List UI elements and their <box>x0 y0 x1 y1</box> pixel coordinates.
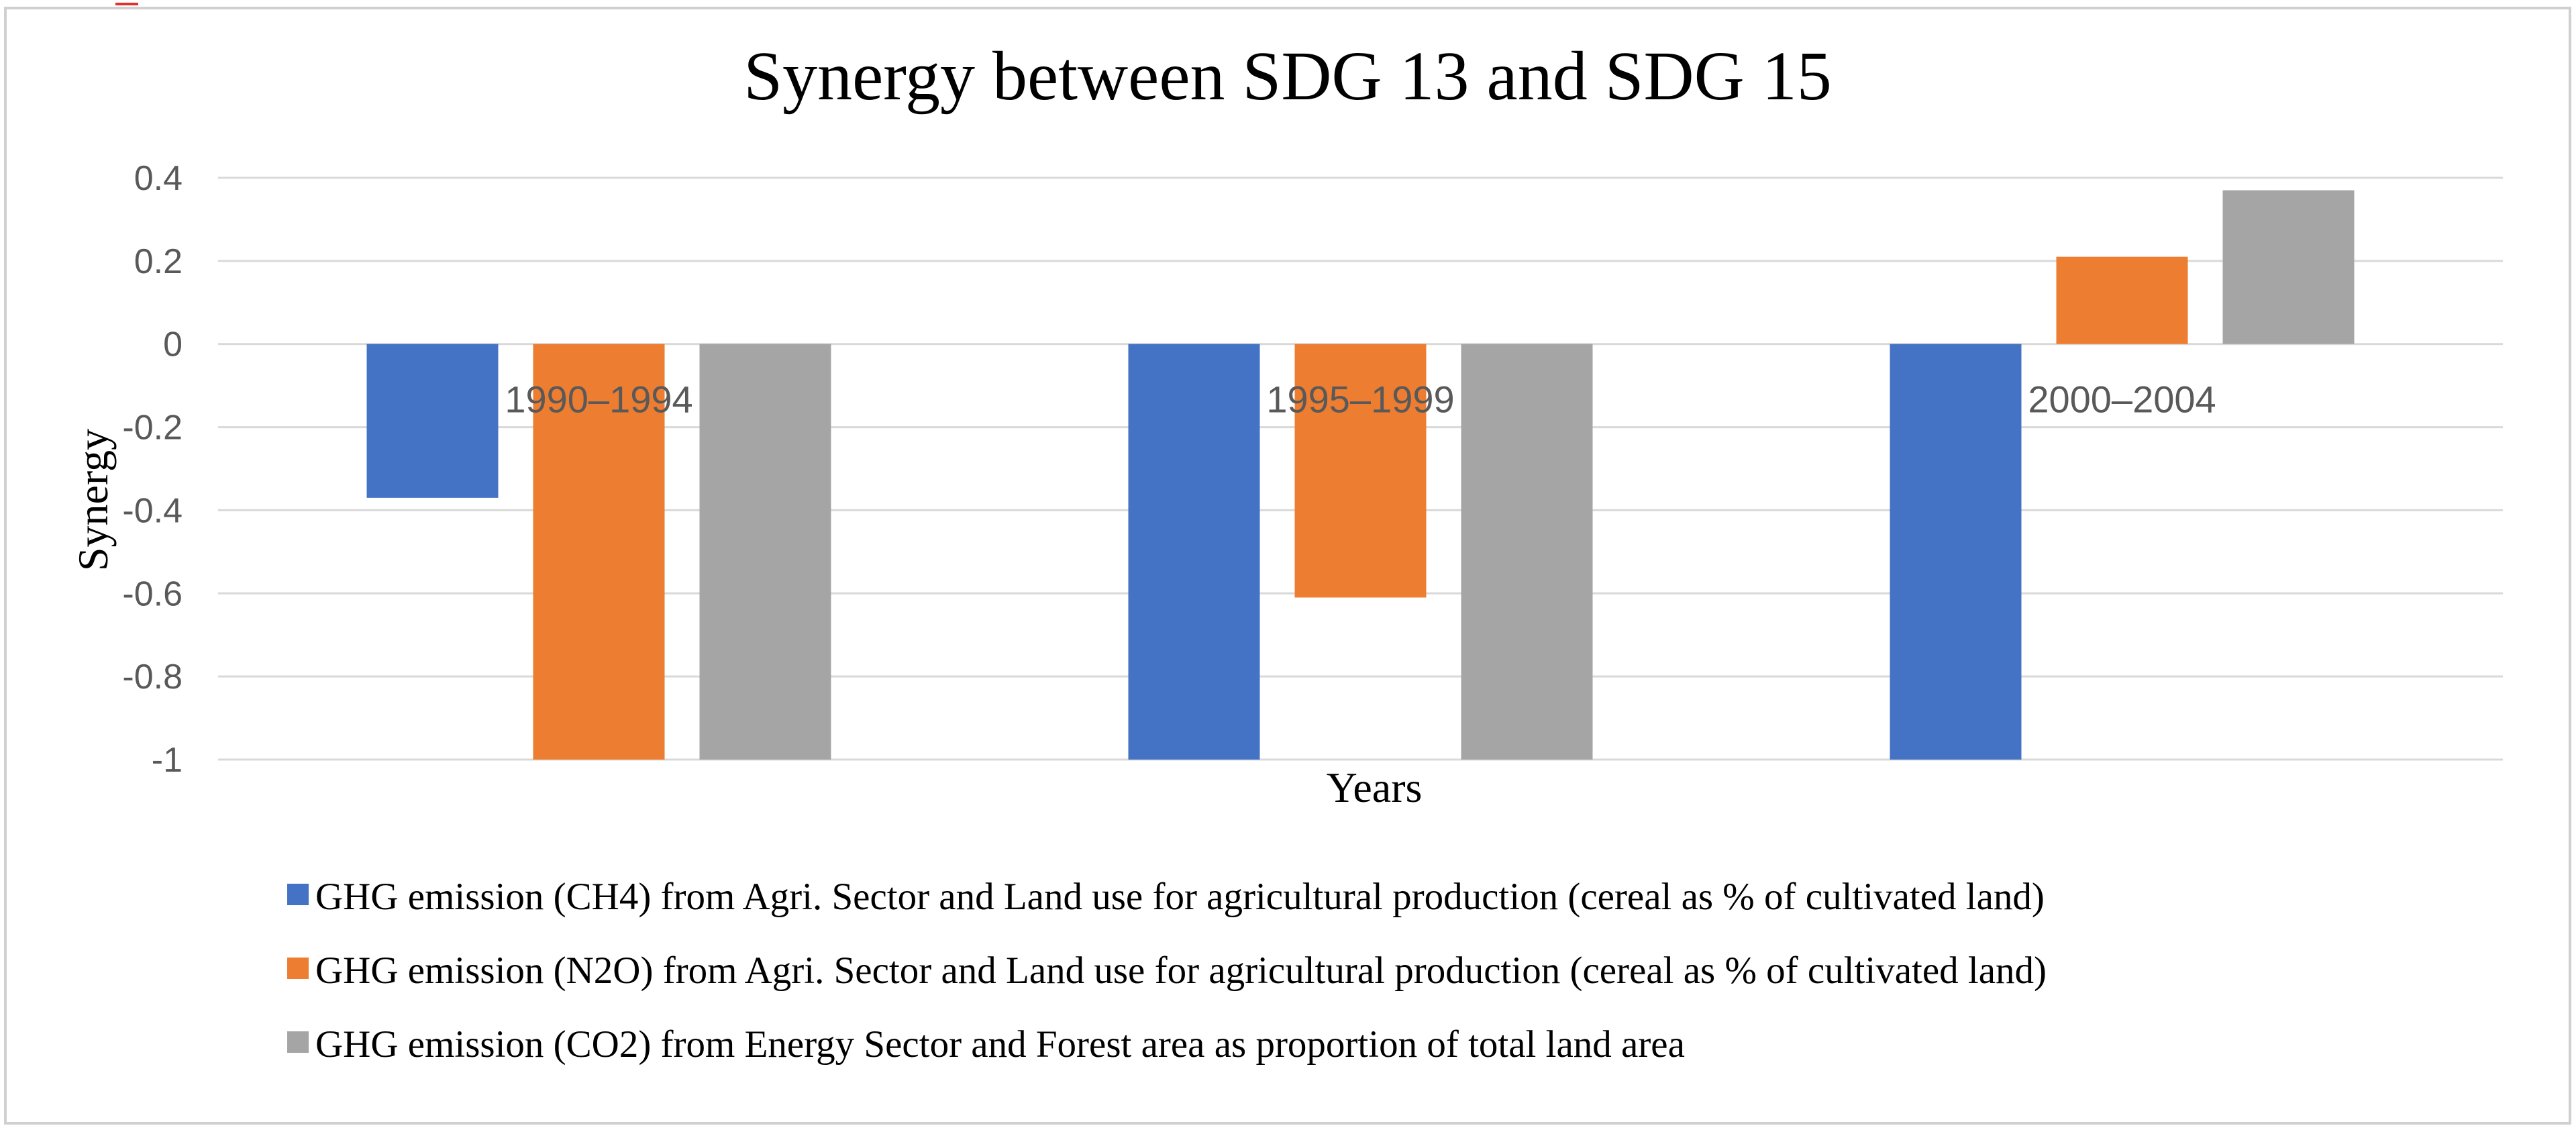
bar-series-3-1 <box>699 344 831 760</box>
y-axis-ticks: 0.4 0.2 0 -0.2 -0.4 -0.6 -0.8 -1 <box>122 159 183 780</box>
legend-label: GHG emission (CH4) from Agri. Sector and… <box>315 876 2045 918</box>
x-axis-title: Years <box>1327 764 1423 811</box>
y-tick-label: 0.4 <box>134 159 183 198</box>
bar-series-3-2 <box>1461 344 1593 760</box>
legend-swatch <box>287 884 309 905</box>
y-tick-label: 0 <box>163 325 183 364</box>
legend-label: GHG emission (N2O) from Agri. Sector and… <box>315 949 2047 992</box>
y-tick-label: -0.6 <box>122 574 183 613</box>
bar-series-1-1 <box>366 344 499 498</box>
y-tick-label: -0.2 <box>122 409 183 448</box>
bar-series-2-3 <box>2056 256 2188 344</box>
y-tick-label: -0.4 <box>122 491 183 530</box>
corner-mark <box>115 3 138 5</box>
legend-label: GHG emission (CO2) from Energy Sector an… <box>315 1023 1685 1066</box>
legend-swatch <box>287 958 309 979</box>
bar-series-1-3 <box>1890 344 2022 760</box>
bars <box>366 190 2355 760</box>
y-tick-label: -1 <box>152 741 183 780</box>
bar-series-2-2 <box>1294 344 1427 598</box>
legend-swatch <box>287 1031 309 1053</box>
bar-series-3-3 <box>2222 190 2355 344</box>
chart-title: Synergy between SDG 13 and SDG 15 <box>743 38 1832 115</box>
y-tick-label: -0.8 <box>122 658 183 697</box>
y-tick-label: 0.2 <box>134 242 183 281</box>
x-category-label: 1995–1999 <box>1266 378 1454 421</box>
category-labels: 1990–1994 1995–1999 2000–2004 <box>505 378 2216 421</box>
y-axis-title: Synergy <box>69 429 117 571</box>
x-category-label: 2000–2004 <box>2028 378 2216 421</box>
chart-frame <box>4 7 2571 1125</box>
legend: GHG emission (CH4) from Agri. Sector and… <box>287 876 2047 1066</box>
x-category-label: 1990–1994 <box>505 378 692 421</box>
bar-series-1-2 <box>1128 344 1260 760</box>
bar-series-2-1 <box>533 344 665 760</box>
